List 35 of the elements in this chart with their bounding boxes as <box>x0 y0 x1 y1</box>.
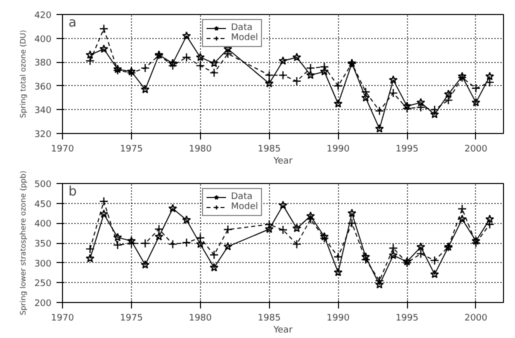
y-tick-label: 340 <box>34 106 52 116</box>
y-tick-label: 300 <box>34 259 52 270</box>
y-tick-label: 400 <box>34 34 52 45</box>
x-tick-label: 1975 <box>120 314 143 324</box>
y-tick-label: 450 <box>34 200 52 210</box>
x-tick-label: 1975 <box>120 144 143 154</box>
x-axis-title: Year <box>272 156 293 166</box>
y-tick-label: 350 <box>34 240 52 250</box>
x-tick-label: 1980 <box>188 314 212 324</box>
x-tick-label: 1985 <box>258 314 281 324</box>
x-tick-label: 1990 <box>326 144 350 154</box>
x-tick-label: 1995 <box>396 314 418 324</box>
legend-label: Data <box>231 192 252 202</box>
x-tick-label: 1990 <box>326 314 350 324</box>
x-tick-label: 1970 <box>51 144 74 154</box>
y-tick-label: 320 <box>34 130 52 140</box>
y-tick-label: 200 <box>34 299 52 309</box>
y-tick-label: 500 <box>34 180 52 190</box>
x-tick-label: 1970 <box>51 314 74 324</box>
legend-label: Model <box>231 33 258 43</box>
y-tick-label: 250 <box>34 279 52 290</box>
x-tick-label: 1995 <box>396 144 418 154</box>
annotation: a <box>68 16 76 30</box>
x-tick-label: 1980 <box>188 144 212 154</box>
x-tick-label: 1985 <box>258 144 281 154</box>
legend-label: Data <box>231 23 252 33</box>
x-tick-label: 2000 <box>464 144 488 154</box>
x-axis-title: Year <box>272 326 293 336</box>
y-tick-label: 420 <box>34 11 52 21</box>
legend-label: Model <box>231 202 258 212</box>
y-tick-label: 400 <box>34 220 52 230</box>
y-tick-label: 360 <box>34 82 52 92</box>
y-tick-label: 380 <box>34 58 52 69</box>
annotation: b <box>68 184 77 200</box>
x-tick-label: 2000 <box>464 314 488 324</box>
